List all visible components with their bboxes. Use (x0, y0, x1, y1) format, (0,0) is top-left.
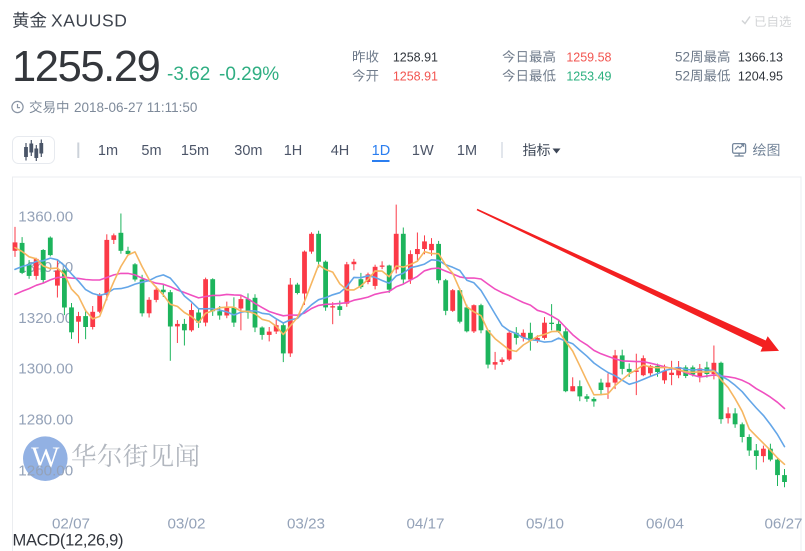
svg-text:1204.95: 1204.95 (738, 70, 783, 84)
svg-text:5m: 5m (141, 143, 161, 159)
svg-text:15m: 15m (181, 143, 209, 159)
svg-text:1360.00: 1360.00 (18, 208, 73, 225)
svg-text:52: 52 (675, 69, 690, 84)
svg-text:1258.91: 1258.91 (393, 70, 438, 84)
svg-text:1320.00: 1320.00 (18, 310, 73, 327)
svg-text:1H: 1H (284, 143, 303, 159)
svg-text:03/02: 03/02 (167, 516, 205, 533)
svg-text:2018-06-27 11:11:50: 2018-06-27 11:11:50 (74, 100, 197, 115)
svg-text:04/17: 04/17 (406, 516, 444, 533)
svg-text:05/10: 05/10 (526, 516, 564, 533)
svg-text:-0.29%: -0.29% (219, 64, 279, 85)
svg-text:XAUUSD: XAUUSD (51, 11, 128, 31)
svg-text:1366.13: 1366.13 (738, 51, 783, 65)
svg-text:W: W (31, 441, 60, 474)
svg-text:1M: 1M (457, 143, 477, 159)
svg-text:52: 52 (675, 50, 690, 65)
svg-text:1259.58: 1259.58 (566, 51, 611, 65)
svg-text:30m: 30m (234, 143, 262, 159)
svg-text:06/04: 06/04 (646, 516, 684, 533)
svg-text:06/27: 06/27 (764, 516, 802, 533)
svg-text:1W: 1W (412, 143, 434, 159)
svg-text:-3.62: -3.62 (167, 64, 210, 85)
svg-text:1253.49: 1253.49 (566, 70, 611, 84)
svg-text:1280.00: 1280.00 (18, 412, 73, 429)
svg-text:02/07: 02/07 (52, 516, 90, 533)
svg-text:1300.00: 1300.00 (18, 361, 73, 378)
svg-text:1m: 1m (98, 143, 118, 159)
svg-text:03/23: 03/23 (287, 516, 325, 533)
svg-text:1255.29: 1255.29 (12, 43, 160, 91)
svg-text:MACD(12,26,9): MACD(12,26,9) (13, 532, 124, 550)
svg-text:1258.91: 1258.91 (393, 51, 438, 65)
svg-text:4H: 4H (331, 143, 350, 159)
svg-text:1260.00: 1260.00 (18, 462, 73, 479)
svg-text:1D: 1D (372, 143, 391, 159)
